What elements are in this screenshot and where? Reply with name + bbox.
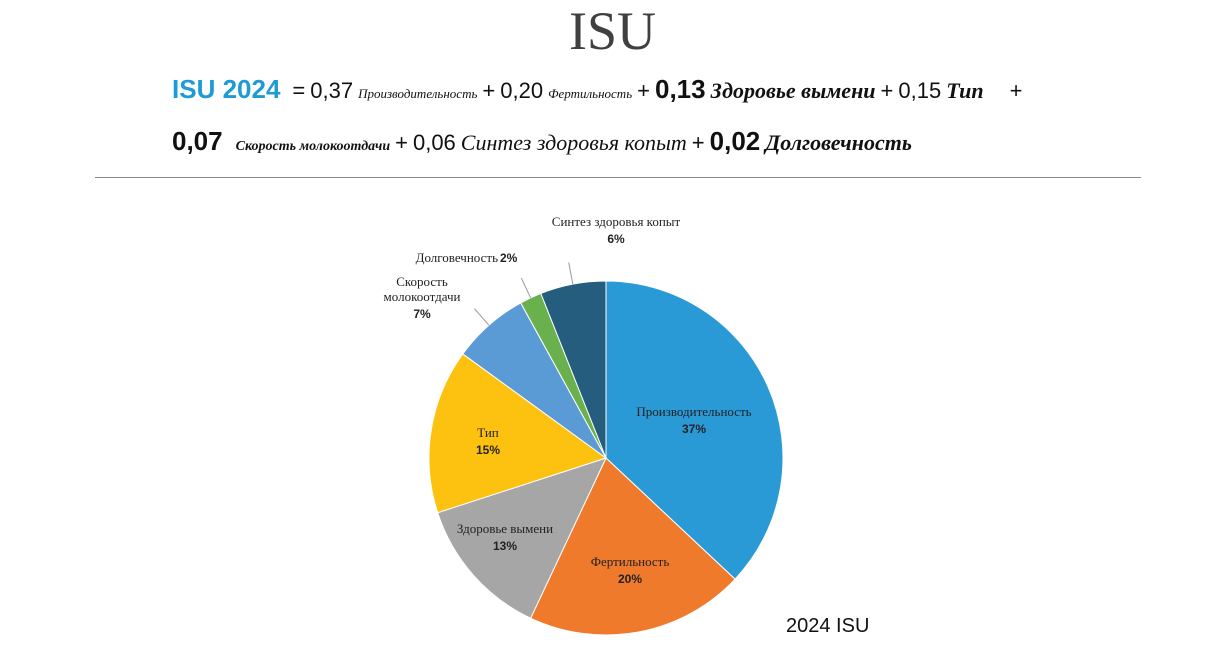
plus: + xyxy=(880,78,894,103)
slice-value-label: 2% xyxy=(500,251,518,265)
plus: + xyxy=(691,130,705,155)
leader-line xyxy=(520,277,532,299)
pie-slice xyxy=(437,457,607,619)
coefficient: 0,15 xyxy=(898,78,942,103)
coefficient: 0,07 xyxy=(172,126,223,156)
leader-line xyxy=(474,308,490,326)
title: ISU xyxy=(568,1,656,61)
formula-lhs: ISU 2024 xyxy=(172,74,281,104)
term-name: Производительность xyxy=(358,86,478,101)
coefficient: 0,37 xyxy=(310,78,354,103)
term-name: Здоровье вымени xyxy=(710,78,876,103)
slice-label: Здоровье вымени xyxy=(457,521,553,536)
slice-label: Тип xyxy=(477,425,499,440)
plus: + xyxy=(1009,78,1023,103)
term-name: Синтез здоровья копыт xyxy=(460,130,687,155)
leader-line xyxy=(568,262,574,285)
formula-line: 0,07 Скорость молокоотдачи +0,06 Синтез здо… xyxy=(172,126,917,157)
slice-value-label: 6% xyxy=(607,232,625,246)
slice-label: Синтез здоровья копыт xyxy=(552,214,681,229)
coefficient: 0,06 xyxy=(412,130,456,155)
pie-slice xyxy=(529,457,736,636)
slice-value-label: 7% xyxy=(413,307,431,321)
caption: 2024 ISU xyxy=(786,615,870,637)
term-name: Тип xyxy=(946,78,984,103)
coefficient: 0,02 xyxy=(709,126,761,156)
coefficient: 0,20 xyxy=(500,78,544,103)
pie-slice xyxy=(428,353,608,514)
term-name: Фертильность xyxy=(548,86,633,101)
formula-line: ISU 2024 = 0,37 Производительность +0,20 Ферт… xyxy=(172,74,1027,105)
divider xyxy=(95,177,1141,178)
slice-label: Скорость молокоотдачи xyxy=(384,274,461,304)
slice-label: Долговечность xyxy=(416,250,498,265)
pie-slice xyxy=(605,280,784,580)
slice-label: Фертильность xyxy=(591,554,670,569)
plus: + xyxy=(637,78,650,103)
equals: = xyxy=(292,78,306,103)
coefficient: 0,13 xyxy=(654,74,706,104)
slice-value-label: 15% xyxy=(476,443,500,457)
pie-slice xyxy=(540,280,607,459)
slice-label: Производительность xyxy=(636,404,751,419)
slice-value-label: 20% xyxy=(618,572,642,586)
term-name: Долговечность xyxy=(765,130,912,155)
slice-value-label: 13% xyxy=(493,539,517,553)
term-name: Скорость молокоотдачи xyxy=(235,139,391,154)
plus: + xyxy=(395,130,408,155)
slice-value-label: 37% xyxy=(682,422,706,436)
plus: + xyxy=(482,78,496,103)
